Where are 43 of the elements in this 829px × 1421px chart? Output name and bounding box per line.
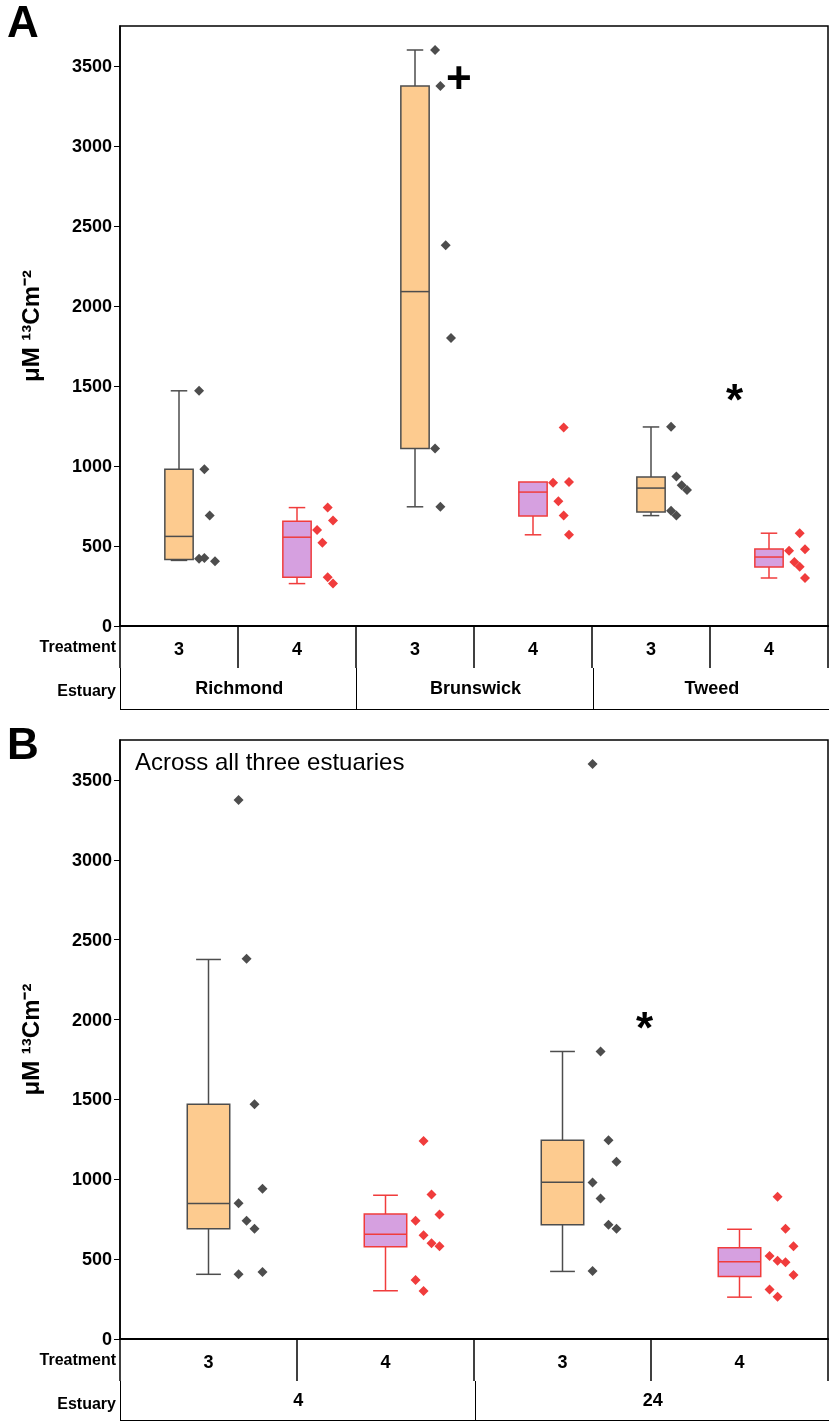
annotation: * [726,375,744,424]
x-tick-label: 4 [291,639,303,659]
x-tick-label: 3 [409,639,421,659]
y-tick-label: 2500 [71,929,112,950]
y-tick-label: 1500 [71,1089,112,1110]
x-tick-label: 3 [645,639,657,659]
text: 24 [474,1381,829,1421]
y-tick-label: 3000 [71,849,112,870]
y-tick-label: 2000 [71,296,112,316]
text: 4 [120,1381,476,1421]
x-axis-title: Treatment [39,1351,116,1369]
text: Richmond [120,668,358,710]
y-tick-label: 2000 [71,1009,112,1030]
y-axis-title: μM ¹³Cm⁻² [16,270,44,382]
annotation: + [446,53,472,102]
x-tick-label: 3 [203,1352,214,1372]
x-tick-label: 3 [557,1352,568,1372]
chart-title: B [7,718,39,768]
y-tick-label: 0 [101,616,112,636]
y-tick-label: 1500 [71,376,112,396]
y-tick-label: 3500 [71,56,112,76]
x-axis-title: Treatment [39,638,116,656]
y-tick-label: 500 [81,536,112,556]
x-tick-label: 4 [763,639,775,659]
text: Estuary [57,682,116,700]
y-tick-label: 3000 [71,136,112,156]
x-tick-label: 4 [527,639,539,659]
chart-title: A [7,0,39,46]
y-tick-label: 1000 [71,1169,112,1190]
y-tick-label: 0 [101,1329,112,1349]
x-tick-label: 4 [380,1352,391,1372]
x-tick-label: 3 [173,639,185,659]
y-tick-label: 3500 [71,769,112,790]
x-tick-label: 4 [734,1352,745,1372]
text: Brunswick [356,668,594,710]
y-tick-label: 1000 [71,456,112,476]
y-tick-label: 2500 [71,216,112,236]
y-axis-title: μM ¹³Cm⁻² [16,983,44,1096]
text: Estuary [57,1395,116,1413]
text: Tweed [592,668,829,710]
annotation: * [636,1003,654,1052]
chart-subtitle: Across all three estuaries [135,747,405,775]
y-tick-label: 500 [81,1249,112,1270]
